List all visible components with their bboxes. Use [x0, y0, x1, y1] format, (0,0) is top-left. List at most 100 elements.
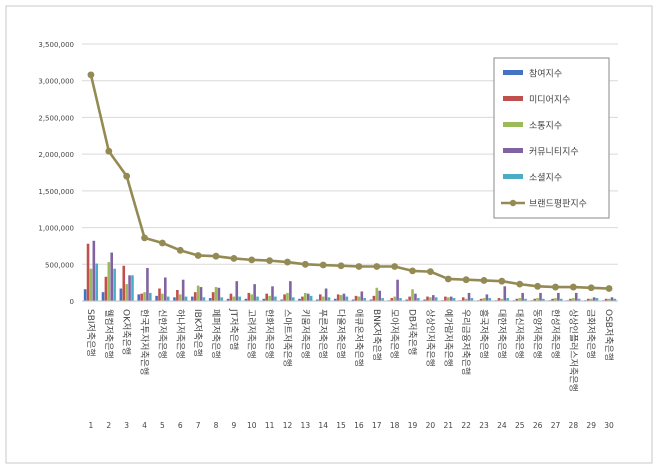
- bar: [497, 298, 501, 301]
- bar: [375, 287, 379, 301]
- bar: [524, 298, 527, 301]
- x-tick-label: 우리금융저축은행: [460, 309, 472, 375]
- y-tick-label: 0: [70, 298, 74, 306]
- bar: [86, 243, 90, 301]
- line-point: [427, 268, 434, 276]
- x-tick-label: 동양저축은행: [532, 309, 544, 359]
- bar: [482, 298, 486, 301]
- x-tick-label: 대한저축은행: [496, 309, 508, 359]
- bar: [229, 293, 233, 301]
- bar: [542, 298, 545, 301]
- bars: [83, 240, 617, 301]
- bar: [613, 298, 617, 301]
- bar: [390, 298, 394, 301]
- rank-label: 30: [604, 421, 614, 430]
- rank-label: 1: [89, 421, 94, 430]
- bar: [467, 292, 471, 301]
- bar: [244, 298, 248, 301]
- bar: [184, 296, 188, 301]
- rank-label: 12: [283, 421, 293, 430]
- bar: [521, 292, 524, 301]
- rank-label: 7: [196, 421, 201, 430]
- bar: [256, 296, 259, 301]
- bar: [178, 294, 182, 301]
- bar: [262, 298, 266, 301]
- bar: [202, 297, 206, 301]
- bar: [503, 286, 507, 301]
- bar: [306, 293, 310, 301]
- bar: [577, 298, 581, 301]
- x-tick-label: 모아저축은행: [389, 309, 401, 359]
- line-point: [355, 263, 363, 270]
- bar: [137, 294, 141, 301]
- bar: [158, 288, 161, 301]
- line-point: [176, 246, 184, 254]
- legend-box: [493, 57, 610, 219]
- bar: [574, 292, 578, 301]
- bar: [607, 298, 611, 301]
- bar: [226, 298, 230, 301]
- x-tick-label: 한화저축은행: [264, 309, 276, 359]
- x-tick-label: 하나저축은행: [174, 309, 186, 359]
- bar: [589, 298, 593, 301]
- legend-marker: [509, 199, 517, 207]
- bar: [327, 297, 331, 301]
- rank-label: 27: [551, 421, 561, 430]
- y-tick-label: 3,500,000: [38, 41, 74, 49]
- line-point: [569, 283, 577, 291]
- rank-label: 20: [426, 421, 436, 430]
- line-point: [516, 280, 524, 288]
- bar: [181, 279, 185, 301]
- x-tick-label: IBK저축은행: [192, 309, 204, 357]
- bar: [369, 299, 373, 301]
- x-tick-label: 다올저축은행: [335, 309, 347, 359]
- rank-label: 3: [124, 421, 129, 430]
- line-point: [105, 147, 113, 155]
- bar: [551, 298, 554, 301]
- y-tick-label: 3,000,000: [38, 78, 74, 86]
- legend-swatch: [503, 96, 523, 101]
- rank-label: 2: [106, 421, 111, 430]
- bar: [220, 297, 224, 301]
- bar: [485, 294, 489, 301]
- bar: [125, 284, 128, 301]
- bar: [554, 298, 557, 301]
- y-tick-label: 2,500,000: [38, 114, 74, 122]
- bar: [479, 298, 483, 301]
- rank-label: 28: [569, 421, 579, 430]
- y-tick-label: 1,500,000: [38, 188, 74, 196]
- bar: [569, 298, 572, 301]
- bar: [247, 292, 251, 301]
- line-point: [266, 257, 273, 265]
- bar: [83, 289, 87, 301]
- bar: [333, 298, 337, 301]
- legend-swatch: [503, 122, 523, 127]
- bar: [345, 296, 349, 301]
- bar: [434, 297, 438, 301]
- x-tick-label: DB저축은행: [407, 309, 419, 355]
- rank-label: 9: [231, 421, 236, 430]
- legend-label: 소통지수: [529, 121, 562, 132]
- bar: [372, 295, 376, 301]
- bar: [604, 298, 608, 301]
- bar: [176, 289, 179, 301]
- rank-label: 24: [497, 421, 507, 430]
- bar: [396, 279, 399, 301]
- bar: [587, 298, 590, 301]
- legend-swatch: [503, 174, 523, 179]
- bar: [164, 277, 167, 301]
- rank-label: 16: [354, 421, 364, 430]
- x-axis-labels: SBI저축은행 웰컴저축은행 OK저축은행 한국투자저축은행 신한저축은행 하나저축은행 I…: [85, 308, 615, 392]
- x-tick-label: 예가람저축은행: [442, 309, 454, 367]
- bar: [283, 294, 286, 301]
- bar: [432, 295, 435, 301]
- line-point: [87, 71, 95, 79]
- line-point: [480, 277, 488, 284]
- y-tick-label: 500,000: [45, 261, 74, 269]
- bar: [104, 276, 108, 301]
- bar: [291, 297, 295, 301]
- line-point: [212, 252, 220, 260]
- bar: [321, 296, 325, 301]
- x-tick-label: 흥국저축은행: [478, 309, 490, 359]
- bar: [110, 252, 113, 301]
